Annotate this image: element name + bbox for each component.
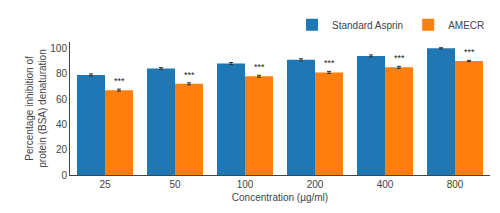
svg-text:Percentage inhibition ofprotei: Percentage inhibition ofprotein (BSA) de… [24,49,48,167]
svg-text:25: 25 [99,179,111,190]
svg-text:50: 50 [169,179,181,190]
svg-text:0: 0 [61,170,67,181]
svg-text:80: 80 [56,68,68,79]
svg-text:100: 100 [237,179,254,190]
svg-text:***: *** [394,53,405,63]
svg-text:Concentration (µg/ml): Concentration (µg/ml) [232,192,328,203]
svg-text:40: 40 [56,119,68,130]
svg-text:100: 100 [50,43,67,54]
svg-text:***: *** [114,76,125,86]
svg-text:***: *** [324,58,335,68]
svg-text:***: *** [464,47,475,57]
svg-text:AMECR: AMECR [448,20,484,31]
svg-text:Standard Asprin: Standard Asprin [332,20,403,31]
svg-text:60: 60 [56,94,68,105]
svg-text:200: 200 [307,179,324,190]
svg-text:20: 20 [56,144,68,155]
svg-text:***: *** [184,70,195,80]
svg-text:800: 800 [447,179,464,190]
svg-text:400: 400 [377,179,394,190]
svg-text:***: *** [254,62,265,72]
